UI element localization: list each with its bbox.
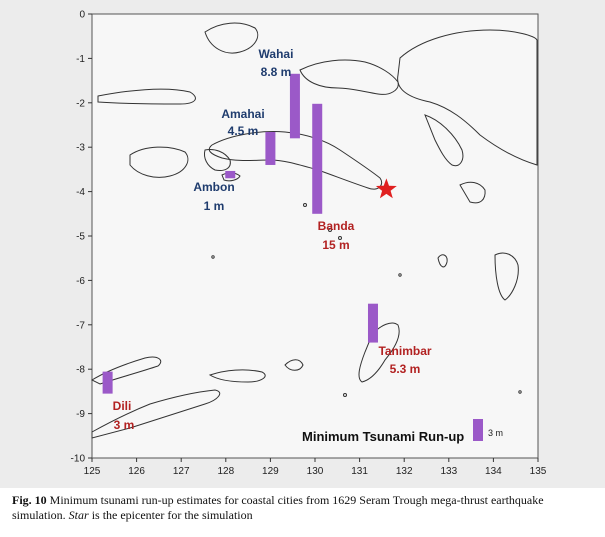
x-tick-label: 129 xyxy=(262,466,279,477)
x-tick-label: 132 xyxy=(396,466,413,477)
label-amahai-name: Amahai xyxy=(221,107,264,121)
run-up-bars xyxy=(102,73,378,394)
caption-fig-label: Fig. 10 xyxy=(12,493,47,507)
x-tick-label: 133 xyxy=(440,466,457,477)
x-tick-label: 130 xyxy=(307,466,324,477)
y-tick-label: -8 xyxy=(76,365,85,376)
caption-italic-word: Star xyxy=(68,508,89,522)
y-tick-label: -6 xyxy=(76,276,85,287)
label-amahai-value: 4.5 m xyxy=(228,124,259,138)
x-axis: 125 126 127 128 129 130 131 132 133 134 135 xyxy=(84,458,547,477)
caption-text-1: Minimum tsunami run-up estimates for coa… xyxy=(12,493,544,522)
label-banda-value: 15 m xyxy=(322,238,349,252)
label-tanimbar-name: Tanimbar xyxy=(378,344,431,358)
label-wahai-name: Wahai xyxy=(259,47,294,61)
y-tick-label: -10 xyxy=(71,454,86,465)
run-up-bar-wahai xyxy=(289,73,300,139)
epicenter-star-icon xyxy=(375,178,397,199)
y-axis: 0 -1 -2 -3 -4 -5 -6 -7 -8 -9 -10 xyxy=(71,10,92,465)
y-tick-label: -3 xyxy=(76,143,85,154)
run-up-bar-banda xyxy=(312,103,323,214)
run-up-bar-ambon xyxy=(225,170,236,179)
caption-text-2: is the epicenter for the simulation xyxy=(91,508,253,522)
scale-bar xyxy=(473,419,483,441)
x-tick-label: 135 xyxy=(530,466,547,477)
y-tick-label: 0 xyxy=(79,10,85,21)
label-tanimbar-value: 5.3 m xyxy=(390,362,421,376)
y-tick-label: -7 xyxy=(76,320,85,331)
x-tick-label: 125 xyxy=(84,466,101,477)
x-tick-label: 126 xyxy=(128,466,145,477)
y-tick-label: -2 xyxy=(76,98,85,109)
coastlines xyxy=(90,22,538,439)
label-dili-value: 3 m xyxy=(114,418,135,432)
x-tick-label: 127 xyxy=(173,466,190,477)
run-up-bar-amahai xyxy=(265,131,276,165)
y-tick-label: -1 xyxy=(76,54,85,65)
x-tick-label: 128 xyxy=(217,466,234,477)
figure-caption: Fig. 10 Minimum tsunami run-up estimates… xyxy=(12,493,597,523)
y-tick-label: -9 xyxy=(76,409,85,420)
label-wahai-value: 8.8 m xyxy=(261,65,292,79)
x-tick-label: 131 xyxy=(351,466,368,477)
y-tick-label: -5 xyxy=(76,232,85,243)
scale-bar-label: 3 m xyxy=(488,428,503,438)
run-up-bar-dili xyxy=(102,371,113,394)
label-ambon-name: Ambon xyxy=(193,180,234,194)
label-banda-name: Banda xyxy=(318,219,355,233)
run-up-bar-tanimbar xyxy=(367,303,378,343)
chart-title: Minimum Tsunami Run-up xyxy=(302,429,464,444)
x-tick-label: 134 xyxy=(485,466,502,477)
label-dili-name: Dili xyxy=(113,399,132,413)
y-tick-label: -4 xyxy=(76,187,85,198)
label-ambon-value: 1 m xyxy=(204,199,225,213)
